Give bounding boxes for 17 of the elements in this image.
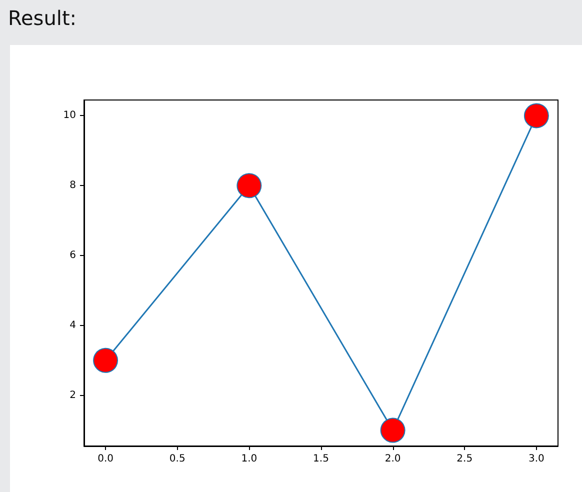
point <box>524 103 549 128</box>
y-tick-label: 8 <box>70 180 76 192</box>
y-tick-label: 2 <box>70 390 76 401</box>
x-tick-label: 1.0 <box>241 454 258 464</box>
point <box>380 418 406 443</box>
x-tick-label: 2.0 <box>384 454 401 464</box>
y-tick-label: 6 <box>70 250 76 262</box>
y-tick-label: 10 <box>63 110 76 122</box>
x-tick-label: 3.0 <box>528 454 544 464</box>
x-tick-label: 0.0 <box>98 454 114 464</box>
chart-title: Result: <box>7 5 78 32</box>
x-tick-label: 2.5 <box>456 454 473 464</box>
point <box>93 348 118 373</box>
x-tick-label: 0.5 <box>169 454 186 464</box>
x-tick-label: 1.5 <box>313 454 329 464</box>
y-tick-label: 4 <box>70 320 76 331</box>
point <box>236 173 262 198</box>
